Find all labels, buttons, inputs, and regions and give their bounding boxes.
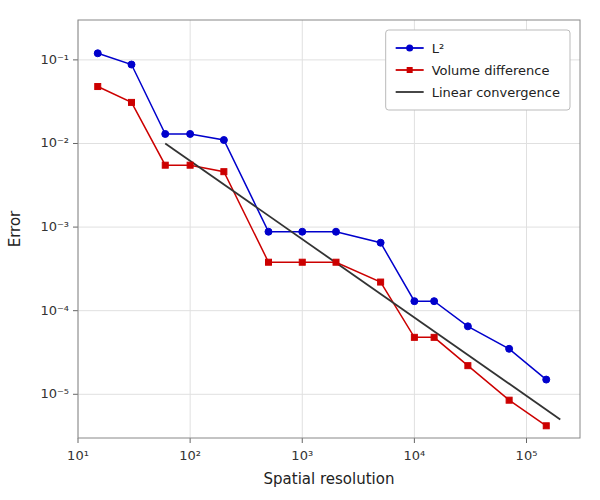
x-tick [78,438,79,443]
y-tick-label: 10⁻² [40,135,69,150]
data-point [464,323,471,330]
data-point [162,130,169,137]
legend-marker [406,45,413,52]
data-point [299,259,305,265]
data-point [506,345,513,352]
legend-label: L² [432,41,444,56]
y-tick-label: 10⁻³ [40,219,69,234]
data-point [431,334,437,340]
y-grid-line [78,227,580,228]
data-point [431,298,438,305]
x-grid-line [190,20,191,438]
data-point [543,376,550,383]
y-tick-label: 10⁻⁵ [40,386,69,401]
series-line [98,87,547,426]
legend-box [386,30,570,110]
x-tick [414,438,415,443]
y-grid-line [78,310,580,311]
data-point [333,259,339,265]
data-point [299,228,306,235]
legend: L² Volume difference Linear convergence [386,30,570,110]
data-point [506,397,512,403]
data-point [187,130,194,137]
x-tick-label: 10⁴ [403,448,425,463]
data-point [378,279,384,285]
y-grid-line [78,394,580,395]
data-point [187,162,193,168]
y-tick [73,143,78,144]
grid [78,20,580,438]
data-point [377,239,384,246]
x-tick-label: 10⁵ [516,448,538,463]
data-point [162,162,168,168]
data-point [411,298,418,305]
data-point [543,423,549,429]
y-tick [73,310,78,311]
legend-label: Linear convergence [432,85,560,100]
legend-marker [407,67,413,73]
data-point [465,363,471,369]
data-point [128,61,135,68]
x-tick-label: 10³ [291,448,313,463]
y-tick-label: 10⁻¹ [40,52,69,67]
data-point [265,259,271,265]
data-point [95,84,101,90]
data-point [128,99,134,105]
chart: 10¹ 10² 10³ 10⁴ 10⁵ 10⁻⁵ 10⁻⁴ 10⁻³ 10⁻² 10⁻¹ Spati… [0,0,600,500]
x-axis-label: Spatial resolution [264,470,395,488]
x-tick-label: 10¹ [67,448,89,463]
data-point [265,228,272,235]
y-tick [73,394,78,395]
data-point [411,334,417,340]
data-point [333,228,340,235]
data-point [221,169,227,175]
legend-swatch [396,91,424,93]
y-axis-label: Error [6,210,24,247]
x-tick [302,438,303,443]
x-tick [190,438,191,443]
data-point [220,137,227,144]
y-tick-label: 10⁻⁴ [40,303,69,318]
legend-label: Volume difference [432,63,550,78]
series-line [165,143,560,419]
data-point [94,50,101,57]
x-tick-label: 10² [179,448,201,463]
y-tick [73,227,78,228]
axes: 10¹ 10² 10³ 10⁴ 10⁵ 10⁻⁵ 10⁻⁴ 10⁻³ 10⁻² 10⁻¹ [40,20,580,463]
x-tick [526,438,527,443]
plot-frame [78,20,580,438]
y-tick [73,59,78,60]
